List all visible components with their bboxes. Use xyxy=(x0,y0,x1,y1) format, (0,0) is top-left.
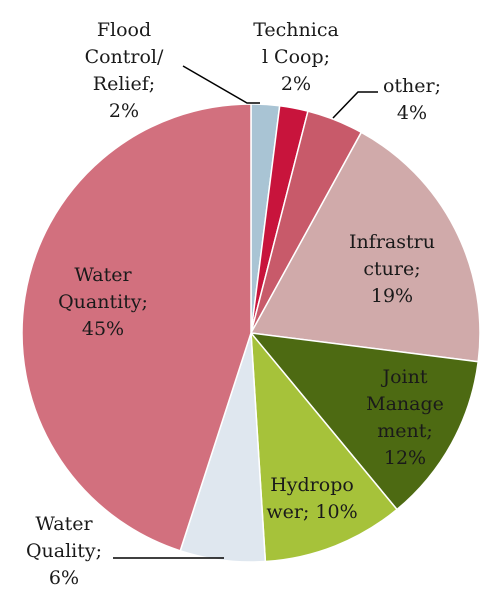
slice-label-joint: Joint Manage ment; 12% xyxy=(366,366,444,469)
slice-label-line: Infrastru xyxy=(349,231,435,253)
pie-slice-hydro xyxy=(250,330,399,563)
slice-label-line: 2% xyxy=(281,73,311,95)
slice-label-line: 6% xyxy=(49,567,79,589)
slice-label-line: wer; 10% xyxy=(266,501,357,523)
pie-slice-infra xyxy=(249,131,481,363)
slice-label-line: Hydropo xyxy=(270,474,354,496)
slice-label-other: other; 4% xyxy=(383,75,441,124)
slice-label-line: Joint xyxy=(380,366,427,388)
slice-label-line: other; xyxy=(383,75,441,97)
slice-label-wqual: Water Quality; 6% xyxy=(26,513,102,589)
slice-label-line: Quality; xyxy=(26,540,102,562)
slice-label-line: 4% xyxy=(397,102,427,124)
slice-label-infra: Infrastru cture; 19% xyxy=(349,231,435,307)
slice-label-line: Quantity; xyxy=(58,291,148,313)
slice-label-line: Water xyxy=(35,513,93,535)
slice-label-line: ment; xyxy=(377,420,433,442)
slice-labels: Flood Control/Relief; 2% Technica l Coop; 2% o… xyxy=(26,19,444,589)
slice-label-flood: Flood Control/Relief; 2% xyxy=(85,19,164,122)
slice-label-line: Relief; xyxy=(93,73,155,95)
slice-label-line: l Coop; xyxy=(262,46,330,68)
slice-label-hydro: Hydropo wer; 10% xyxy=(266,474,357,523)
slice-label-wquant: Water Quantity; 45% xyxy=(58,264,148,340)
slice-label-line: cture; xyxy=(363,258,420,280)
leader-line-other xyxy=(332,91,378,119)
slice-label-line: Manage xyxy=(366,393,444,415)
leader-lines xyxy=(113,65,378,559)
slice-label-line: Flood xyxy=(97,19,151,41)
slice-label-line: 19% xyxy=(371,285,413,307)
slice-label-line: Control/ xyxy=(85,46,164,68)
slice-label-line: 12% xyxy=(384,447,426,469)
pie-slices xyxy=(21,103,481,563)
slice-label-line: 2% xyxy=(109,100,139,122)
slice-label-line: 45% xyxy=(82,318,124,340)
pie-slice-joint xyxy=(249,332,480,511)
slice-label-line: Water xyxy=(74,264,132,286)
slice-label-line: Technica xyxy=(253,19,339,41)
pie-slice-wquant xyxy=(21,103,252,552)
slice-label-techcoop: Technica l Coop; 2% xyxy=(253,19,339,95)
leader-line-flood xyxy=(182,65,260,104)
